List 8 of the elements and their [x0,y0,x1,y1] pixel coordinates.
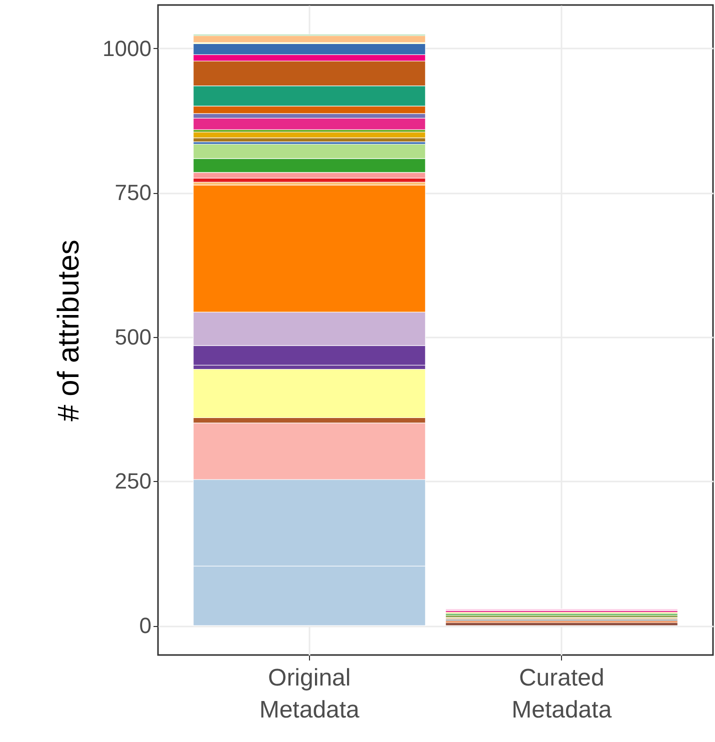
x-tick-label: Curated Metadata [512,664,612,724]
y-axis-title: # of attributes [52,240,86,422]
x-tick-label: Original Metadata [259,664,360,724]
y-tick-label: 750 [114,180,152,206]
y-tick-label: 250 [114,468,152,494]
y-tick-label: 500 [114,324,152,350]
y-tick-label: 1000 [102,36,152,61]
y-tick-label: 0 [139,613,152,638]
